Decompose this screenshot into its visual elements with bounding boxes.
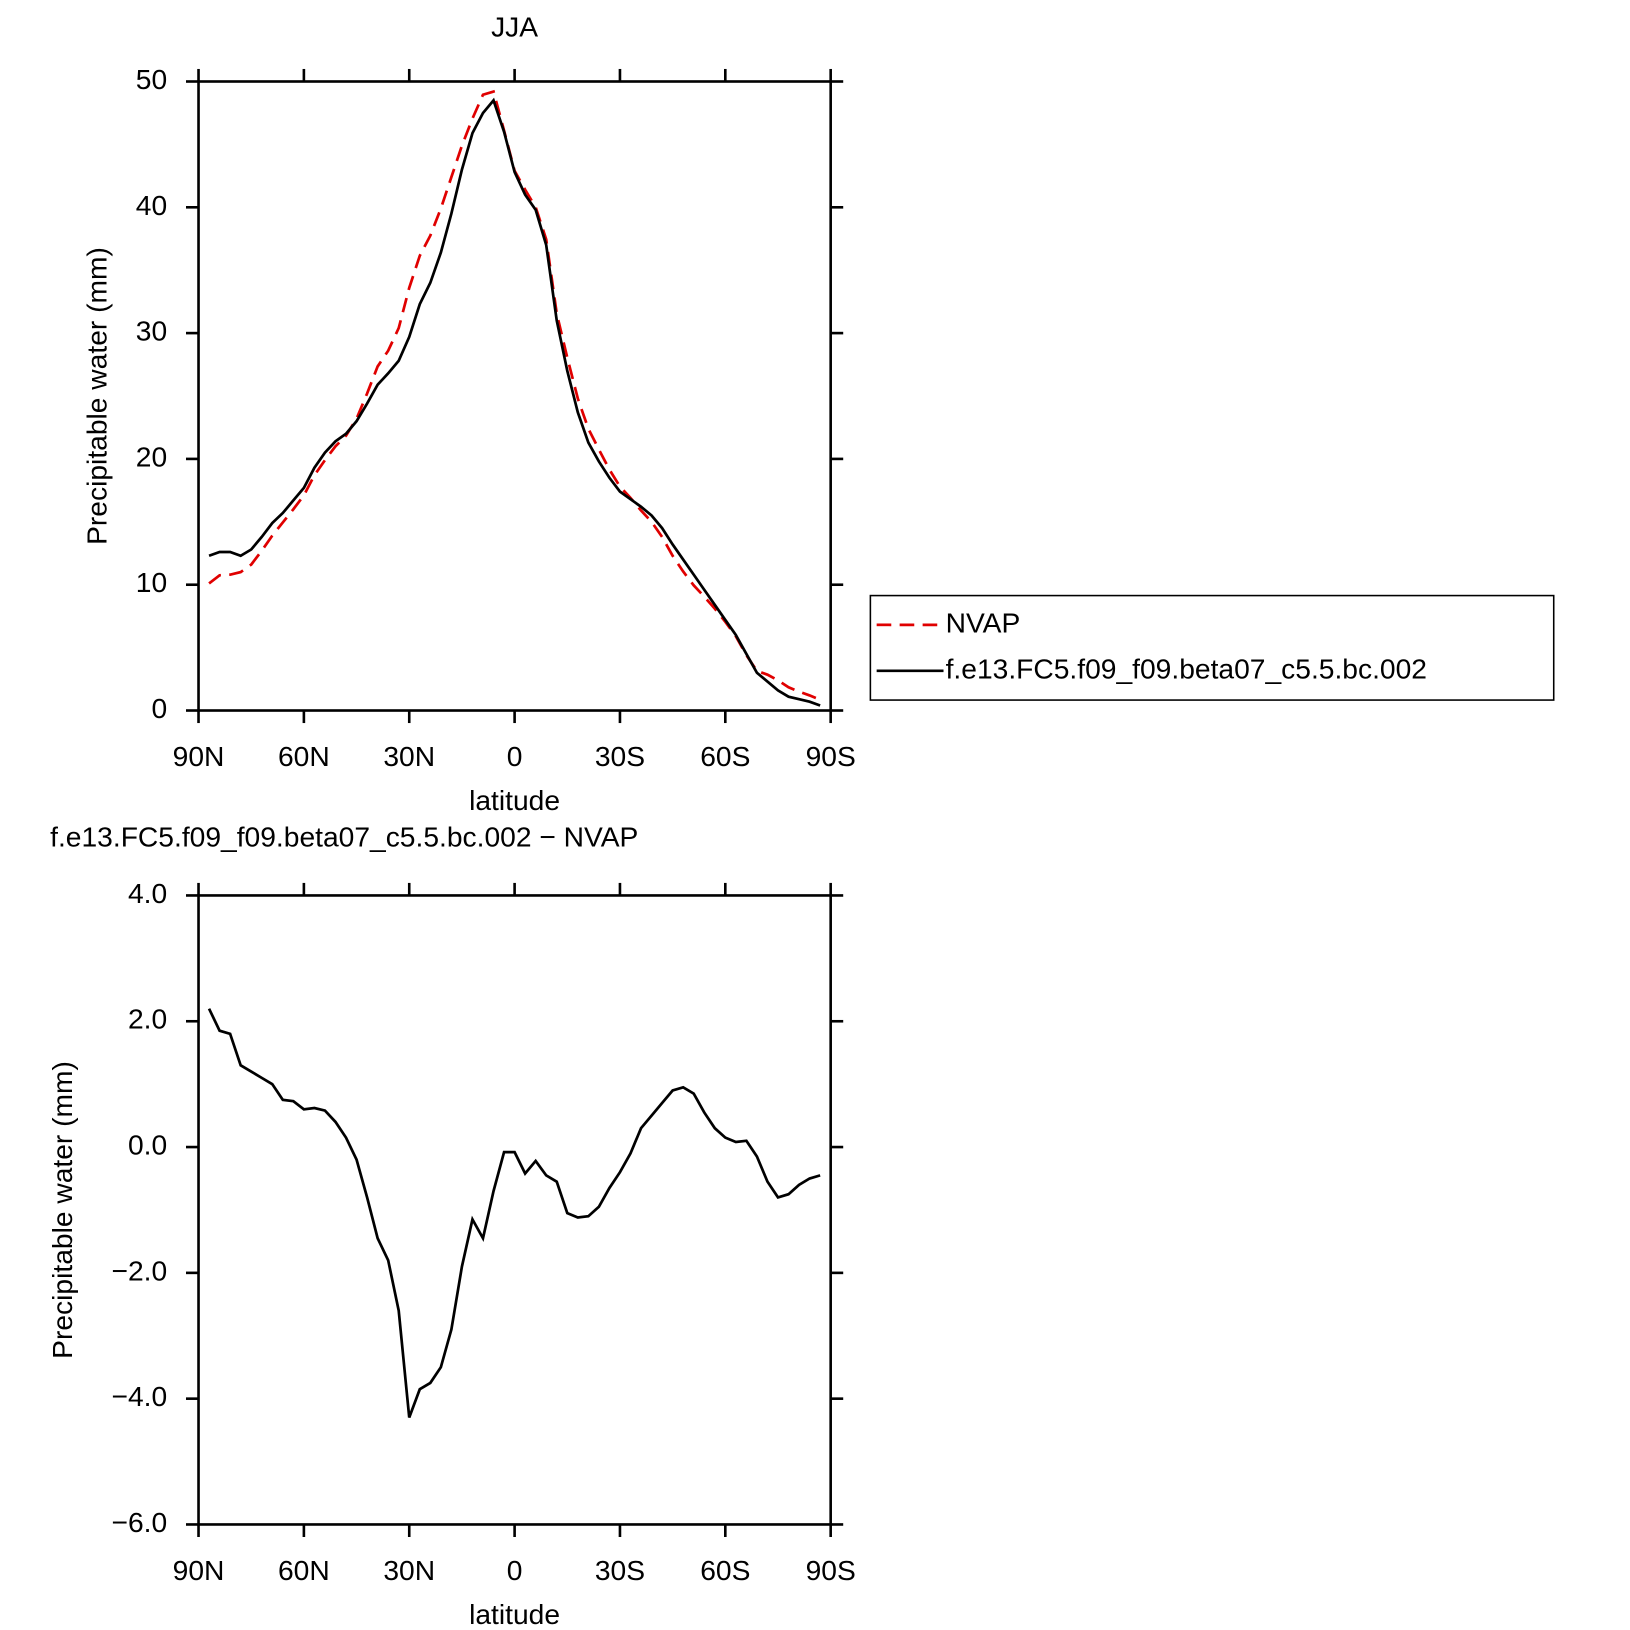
x-tick-label: 90S	[806, 1554, 856, 1586]
chart-title: f.e13.FC5.f09_f09.beta07_c5.5.bc.002 − N…	[50, 820, 638, 852]
y-axis-label: Precipitable water (mm)	[46, 1061, 78, 1359]
x-axis-label: latitude	[469, 1598, 560, 1630]
y-tick-label: 10	[136, 566, 167, 598]
y-tick-label: 4.0	[128, 877, 167, 909]
x-tick-label: 0	[507, 1554, 523, 1586]
x-axis-label: latitude	[469, 784, 560, 816]
x-tick-label: 0	[507, 740, 523, 772]
x-tick-label: 90S	[806, 740, 856, 772]
y-tick-label: −2.0	[111, 1254, 167, 1286]
y-tick-label: −4.0	[111, 1380, 167, 1412]
y-tick-label: 0.0	[128, 1129, 167, 1161]
x-tick-label: 30N	[383, 740, 435, 772]
legend-label: NVAP	[946, 606, 1021, 638]
x-tick-label: 60S	[700, 740, 750, 772]
data-line	[208, 97, 821, 707]
y-axis-label: Precipitable water (mm)	[81, 247, 113, 545]
plot-frame	[197, 80, 832, 712]
x-tick-label: 60N	[278, 740, 330, 772]
x-tick-label: 30S	[595, 1554, 645, 1586]
x-tick-label: 60N	[278, 1554, 330, 1586]
x-tick-label: 30S	[595, 740, 645, 772]
y-tick-label: 30	[136, 315, 167, 347]
y-tick-label: 40	[136, 189, 167, 221]
chart-title: JJA	[491, 11, 538, 43]
y-tick-label: 0	[151, 692, 167, 724]
y-tick-label: −6.0	[111, 1506, 167, 1538]
x-tick-label: 30N	[383, 1554, 435, 1586]
y-tick-label: 20	[136, 440, 167, 472]
legend-label: f.e13.FC5.f09_f09.beta07_c5.5.bc.002	[946, 652, 1427, 684]
x-tick-label: 90N	[173, 1554, 225, 1586]
x-tick-label: 60S	[700, 1554, 750, 1586]
plot-frame	[197, 894, 832, 1526]
x-tick-label: 90N	[173, 740, 225, 772]
legend-box	[869, 594, 1555, 701]
data-line	[207, 1008, 821, 1419]
y-tick-label: 2.0	[128, 1003, 167, 1035]
data-line	[208, 89, 821, 702]
y-tick-label: 50	[136, 63, 167, 95]
